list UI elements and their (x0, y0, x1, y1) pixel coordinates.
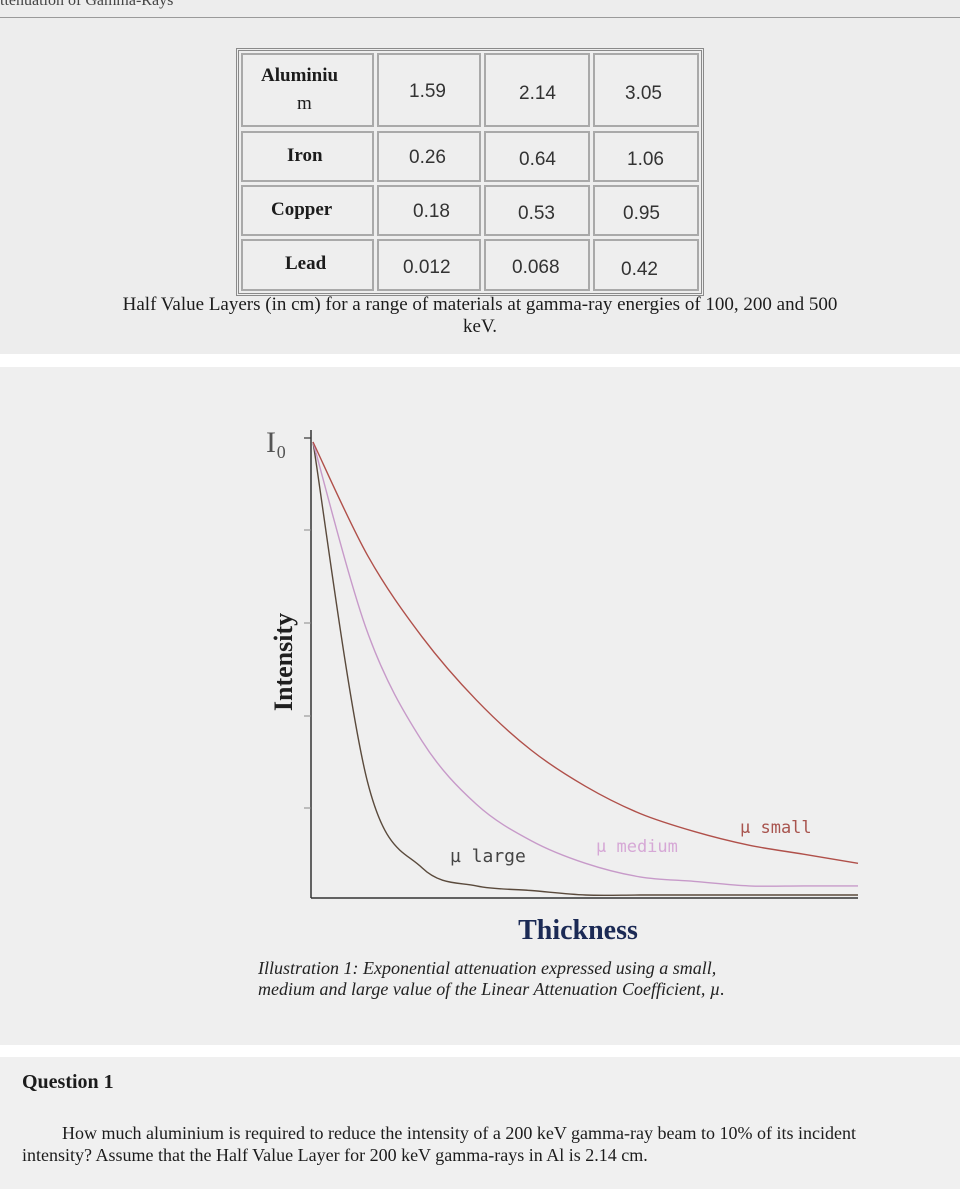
question-text: How much aluminium is required to reduce… (22, 1123, 856, 1165)
material-cell: Iron (241, 131, 374, 182)
header-rule (0, 17, 960, 18)
curve-mu-small (312, 441, 859, 864)
hvl-value-100kev: 0.18 (413, 201, 450, 222)
half-value-layer-table: Aluminiu m 1.59 2.14 3.05 Iron 0.26 0.64… (236, 48, 704, 296)
material-label: Aluminiu (261, 65, 339, 86)
table-caption: Half Value Layers (in cm) for a range of… (30, 294, 930, 338)
value-cell: 3.05 (593, 53, 699, 127)
illustration-caption: Illustration 1: Exponential attenuation … (258, 958, 858, 1000)
value-cell: 0.18 (377, 185, 481, 236)
material-cell: Aluminiu m (241, 53, 374, 127)
hvl-value-500kev: 0.95 (623, 203, 660, 224)
value-cell: 1.06 (593, 131, 699, 182)
series-label-small: µ small (740, 818, 812, 838)
hvl-value-500kev: 1.06 (627, 149, 664, 170)
material-label: Copper (271, 199, 333, 220)
question-panel (0, 1057, 960, 1189)
material-cell: Copper (241, 185, 374, 236)
curve-mu-large (312, 441, 858, 897)
table-row: Copper 0.18 0.53 0.95 (241, 185, 699, 236)
illustration-caption-line2: medium and large value of the Linear Att… (258, 979, 725, 999)
material-label: Iron (287, 145, 323, 166)
material-label: Lead (285, 253, 327, 274)
hvl-value-100kev: 0.26 (409, 147, 446, 168)
page-header-title: ttenuation of Gamma-Rays (0, 0, 174, 9)
series-label-medium: µ medium (596, 837, 678, 857)
value-cell: 0.95 (593, 185, 699, 236)
value-cell: 0.068 (484, 239, 590, 291)
value-cell: 0.53 (484, 185, 590, 236)
value-cell: 0.012 (377, 239, 481, 291)
value-cell: 2.14 (484, 53, 590, 127)
table-panel: ttenuation of Gamma-Rays Aluminiu m 1.59… (0, 0, 960, 354)
table-row: Aluminiu m 1.59 2.14 3.05 (241, 53, 699, 127)
curve-mu-medium (312, 441, 858, 887)
table-row: Iron 0.26 0.64 1.06 (241, 131, 699, 182)
hvl-value-100kev: 0.012 (403, 257, 451, 278)
value-cell: 1.59 (377, 53, 481, 127)
hvl-value-500kev: 0.42 (621, 259, 658, 280)
table-caption-line1: Half Value Layers (in cm) for a range of… (122, 294, 838, 315)
y-axis-label: Intensity (269, 613, 298, 711)
value-cell: 0.26 (377, 131, 481, 182)
hvl-value-500kev: 3.05 (625, 83, 662, 104)
y-axis-top-label: I₀ (266, 426, 286, 459)
material-cell: Lead (241, 239, 374, 291)
chart-panel (0, 367, 960, 1045)
value-cell: 0.42 (593, 239, 699, 291)
material-label-continued: m (297, 93, 312, 114)
hvl-value-200kev: 2.14 (519, 83, 556, 104)
hvl-value-200kev: 0.53 (518, 203, 555, 224)
hvl-value-200kev: 0.068 (512, 257, 560, 278)
value-cell: 0.64 (484, 131, 590, 182)
hvl-value-100kev: 1.59 (409, 81, 446, 102)
table-caption-line2: keV. (463, 316, 497, 337)
series-label-large: µ large (450, 846, 526, 867)
hvl-value-200kev: 0.64 (519, 149, 556, 170)
table-row: Lead 0.012 0.068 0.42 (241, 239, 699, 291)
question-title: Question 1 (22, 1071, 114, 1093)
x-axis-label: Thickness (518, 915, 638, 946)
illustration-caption-line1: Illustration 1: Exponential attenuation … (258, 958, 717, 978)
